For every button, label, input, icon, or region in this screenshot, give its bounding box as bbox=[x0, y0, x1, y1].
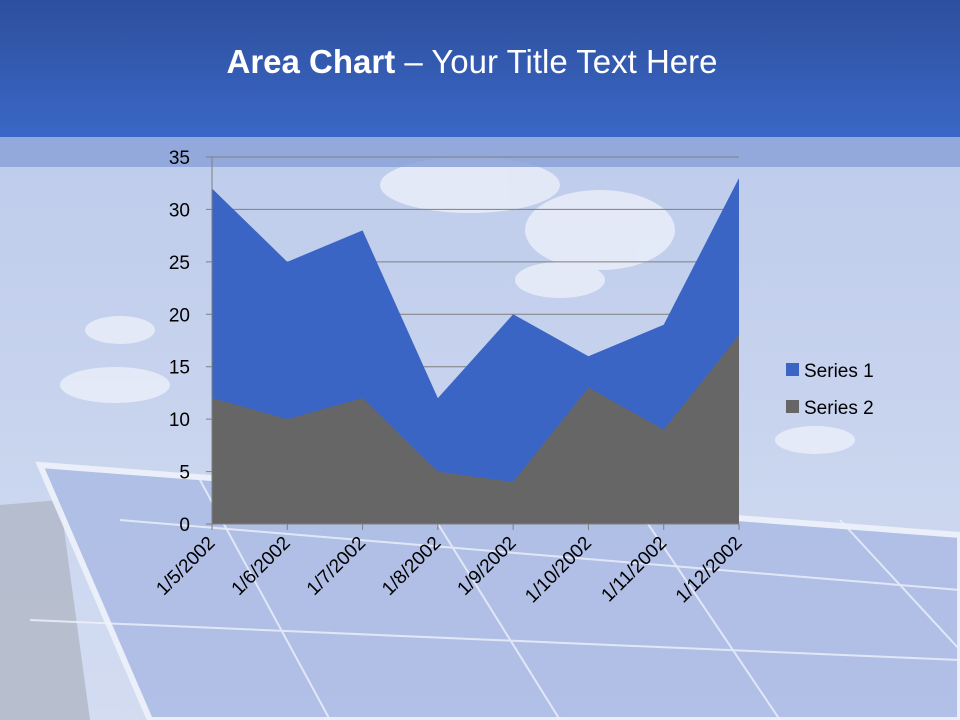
header-bar bbox=[0, 0, 960, 137]
x-tick-label: 1/5/2002 bbox=[152, 533, 219, 600]
x-tick-label: 1/12/2002 bbox=[672, 533, 747, 608]
legend: Series 1 Series 2 bbox=[786, 361, 874, 419]
x-tick-label: 1/7/2002 bbox=[303, 533, 370, 600]
slide-title-bold: Area Chart bbox=[226, 43, 396, 80]
y-tick-label: 20 bbox=[169, 305, 190, 326]
legend-label: Series 2 bbox=[804, 398, 874, 419]
legend-swatch bbox=[786, 363, 799, 376]
y-tick-label: 15 bbox=[169, 358, 190, 379]
x-tick-label: 1/9/2002 bbox=[454, 533, 521, 600]
area-series bbox=[212, 177, 739, 524]
slide-title: Area Chart – Your Title Text Here bbox=[0, 40, 944, 84]
y-tick-label: 30 bbox=[169, 200, 190, 221]
x-tick-label: 1/10/2002 bbox=[521, 533, 596, 608]
y-tick-label: 10 bbox=[169, 410, 190, 431]
x-tick-label: 1/6/2002 bbox=[228, 533, 295, 600]
legend-swatch bbox=[786, 400, 799, 413]
legend-label: Series 1 bbox=[804, 361, 874, 382]
y-tick-label: 35 bbox=[169, 148, 190, 169]
area-series-2 bbox=[212, 335, 739, 524]
y-tick-label: 0 bbox=[179, 515, 190, 536]
header-strip bbox=[0, 137, 960, 167]
y-tick-label: 25 bbox=[169, 253, 190, 274]
slide-title-rest: – Your Title Text Here bbox=[395, 43, 718, 80]
x-tick-label: 1/11/2002 bbox=[598, 533, 672, 607]
y-tick-label: 5 bbox=[179, 463, 190, 484]
x-tick-label: 1/8/2002 bbox=[378, 533, 445, 600]
